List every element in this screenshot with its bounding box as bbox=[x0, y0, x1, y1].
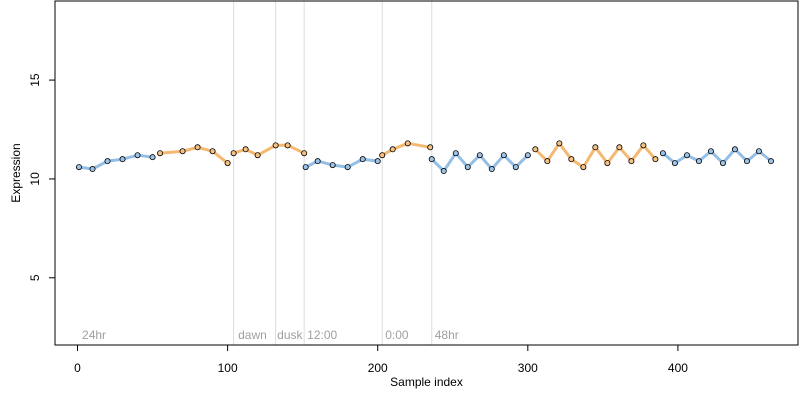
x-tick-label: 300 bbox=[518, 361, 538, 375]
data-point bbox=[452, 150, 459, 157]
trend-line bbox=[661, 147, 773, 165]
data-point bbox=[512, 164, 519, 171]
data-point bbox=[683, 152, 690, 159]
data-point bbox=[359, 156, 366, 163]
data-point bbox=[179, 148, 186, 155]
data-point bbox=[119, 156, 126, 163]
trend-line bbox=[77, 153, 155, 171]
data-points bbox=[76, 140, 774, 175]
data-point bbox=[404, 140, 411, 147]
data-point bbox=[104, 158, 111, 165]
region-label: 12:00 bbox=[307, 328, 337, 342]
data-point bbox=[464, 164, 471, 171]
region-label: dawn bbox=[238, 328, 267, 342]
data-point bbox=[76, 164, 83, 171]
data-point bbox=[568, 156, 575, 163]
data-point bbox=[500, 152, 507, 159]
x-axis-title: Sample index bbox=[390, 375, 463, 389]
y-axis: 5 10 15 bbox=[28, 73, 56, 281]
region-label: 24hr bbox=[82, 328, 106, 342]
data-point bbox=[301, 150, 308, 157]
x-tick-label: 400 bbox=[668, 361, 688, 375]
data-point bbox=[89, 166, 96, 173]
data-point bbox=[284, 142, 291, 149]
data-point bbox=[230, 150, 237, 157]
data-point bbox=[440, 168, 447, 175]
data-point bbox=[652, 156, 659, 163]
data-point bbox=[149, 154, 156, 161]
data-point bbox=[427, 144, 434, 151]
x-axis: 0 100 200 300 400 bbox=[74, 344, 688, 375]
data-point bbox=[604, 160, 611, 167]
data-point bbox=[731, 146, 738, 153]
region-dividers bbox=[233, 1, 433, 345]
data-point bbox=[707, 148, 714, 155]
data-point bbox=[157, 150, 164, 157]
data-point bbox=[659, 150, 666, 157]
data-point bbox=[767, 158, 774, 165]
region-labels: 24hr dawn dusk 12:00 0:00 48hr bbox=[82, 328, 459, 342]
region-label: 0:00 bbox=[385, 328, 409, 342]
data-point bbox=[592, 144, 599, 151]
data-point bbox=[224, 160, 231, 167]
data-point bbox=[476, 152, 483, 159]
trend-lines bbox=[77, 141, 773, 173]
data-point bbox=[616, 144, 623, 151]
data-point bbox=[272, 142, 279, 149]
region-label: 48hr bbox=[435, 328, 459, 342]
data-point bbox=[428, 156, 435, 163]
data-point bbox=[488, 166, 495, 173]
data-point bbox=[329, 162, 336, 169]
data-point bbox=[556, 140, 563, 147]
data-point bbox=[640, 142, 647, 149]
data-point bbox=[254, 152, 261, 159]
trend-line bbox=[380, 141, 432, 157]
data-point bbox=[719, 160, 726, 167]
data-point bbox=[389, 146, 396, 153]
region-label: dusk bbox=[277, 328, 303, 342]
data-point bbox=[379, 152, 386, 159]
data-point bbox=[524, 152, 531, 159]
data-point bbox=[314, 158, 321, 165]
x-tick-label: 0 bbox=[74, 361, 81, 375]
data-point bbox=[242, 146, 249, 153]
y-tick-label: 10 bbox=[28, 172, 42, 186]
data-point bbox=[344, 164, 351, 171]
data-point bbox=[134, 152, 141, 159]
data-point bbox=[580, 164, 587, 171]
data-point bbox=[671, 160, 678, 167]
y-tick-label: 5 bbox=[28, 274, 42, 281]
data-point bbox=[302, 164, 309, 171]
data-point bbox=[194, 144, 201, 151]
data-point bbox=[628, 158, 635, 165]
x-tick-label: 100 bbox=[218, 361, 238, 375]
data-point bbox=[544, 158, 551, 165]
y-tick-label: 15 bbox=[28, 73, 42, 87]
plot-frame bbox=[54, 0, 799, 346]
data-point bbox=[695, 158, 702, 165]
y-axis-title: Expression bbox=[9, 143, 23, 202]
data-point bbox=[743, 158, 750, 165]
data-point bbox=[374, 158, 381, 165]
data-point bbox=[755, 148, 762, 155]
data-point bbox=[209, 148, 216, 155]
trend-line bbox=[158, 145, 230, 165]
x-tick-label: 200 bbox=[368, 361, 388, 375]
data-point bbox=[532, 146, 539, 153]
